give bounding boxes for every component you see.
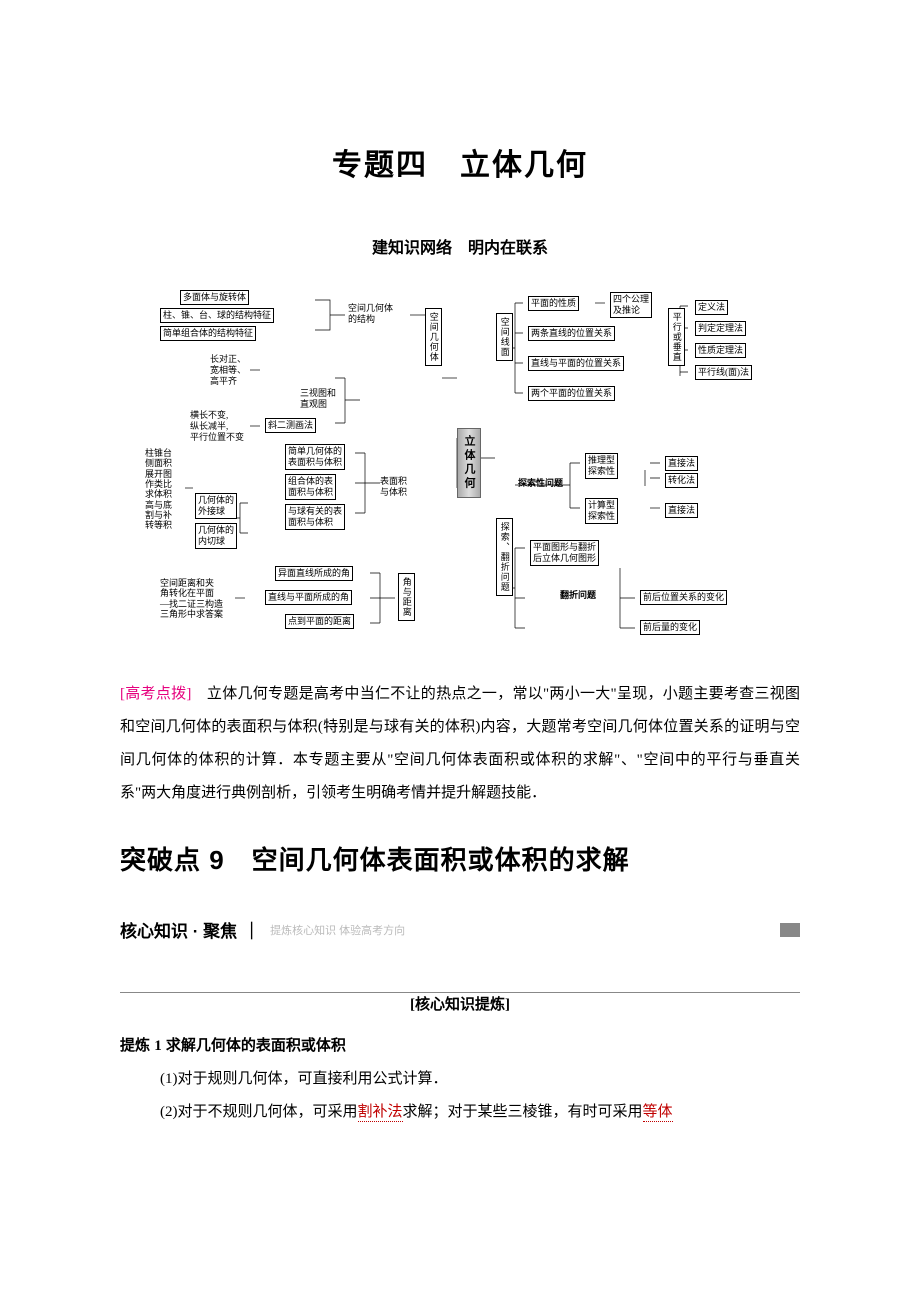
diagram-header: 三视图和直观图 xyxy=(300,388,336,410)
refine-p2: (2)对于不规则几何体，可采用割补法求解；对于某些三棱锥，有时可采用等体 xyxy=(160,1096,800,1129)
diagram-box: 判定定理法 xyxy=(695,321,746,336)
diagram-box: 直接法 xyxy=(665,503,698,518)
section-bar: 核心知识 · 聚焦 ｜ 提炼核心知识 体验高考方向 xyxy=(120,917,800,993)
section-bar-sep: ｜ xyxy=(243,917,260,942)
knowledge-diagram: 多面体与旋转体 柱、锥、台、球的结构特征 简单组合体的结构特征 空间几何体的结构… xyxy=(120,288,800,658)
diagram-box: 平面图形与翻折后立体几何图形 xyxy=(530,540,599,566)
analysis-text: 立体几何专题是高考中当仁不让的热点之一，常以"两小一大"呈现，小题主要考查三视图… xyxy=(120,686,800,801)
refine-item-title: 提炼 1 求解几何体的表面积或体积 xyxy=(120,1034,800,1055)
diagram-header: 探索性问题 xyxy=(518,478,563,489)
diagram-vlabel: 探索、翻折问题 xyxy=(496,518,513,596)
subtitle: 建知识网络 明内在联系 xyxy=(120,234,800,258)
diagram-box: 直线与平面的位置关系 xyxy=(528,356,624,371)
refine-p1: (1)对于规则几何体，可直接利用公式计算． xyxy=(160,1063,800,1096)
underline-term: 割补法 xyxy=(358,1104,403,1120)
diagram-box: 转化法 xyxy=(665,473,698,488)
diagram-box: 多面体与旋转体 xyxy=(180,290,249,305)
diagram-box: 四个公理及推论 xyxy=(610,292,652,318)
underline-term: 等体 xyxy=(643,1104,673,1120)
diagram-box: 计算型探索性 xyxy=(585,498,618,524)
diagram-note: 长对正、宽相等、高平齐 xyxy=(210,354,246,386)
main-title: 专题四 立体几何 xyxy=(120,140,800,184)
diagram-note: 柱锥台侧面积展开图作类比求体积高与底割与补转等积 xyxy=(145,448,172,531)
diagram-box: 前后量的变化 xyxy=(640,620,700,635)
diagram-box: 简单几何体的表面积与体积 xyxy=(285,444,345,470)
diagram-header: 空间几何体的结构 xyxy=(348,303,393,325)
diagram-vlabel: 空间几何体 xyxy=(425,308,442,366)
diagram-box: 定义法 xyxy=(695,300,728,315)
diagram-box: 斜二测画法 xyxy=(265,418,316,433)
diagram-box: 直接法 xyxy=(665,456,698,471)
diagram-header: 表面积与体积 xyxy=(380,476,407,498)
diagram-box: 前后位置关系的变化 xyxy=(640,590,727,605)
diagram-box: 直线与平面所成的角 xyxy=(265,590,352,605)
analysis-label: [高考点拨] xyxy=(120,686,191,702)
analysis-paragraph: [高考点拨] 立体几何专题是高考中当仁不让的热点之一，常以"两小一大"呈现，小题… xyxy=(120,678,800,810)
diagram-note: 空间距离和夹角转化在平面—找二证三构造三角形中求答案 xyxy=(160,578,223,619)
refine-body: (1)对于规则几何体，可直接利用公式计算． (2)对于不规则几何体，可采用割补法… xyxy=(120,1063,800,1129)
diagram-header: 翻折问题 xyxy=(560,590,596,601)
diagram-center: 立体几何 xyxy=(457,428,481,498)
diagram-box: 柱、锥、台、球的结构特征 xyxy=(160,308,274,323)
knowledge-refine-header: [核心知识提炼] xyxy=(120,993,800,1014)
section-bar-tail-icon xyxy=(780,923,800,937)
diagram-box: 推理型探索性 xyxy=(585,453,618,479)
diagram-box: 几何体的外接球 xyxy=(195,493,237,519)
diagram-box: 简单组合体的结构特征 xyxy=(160,326,256,341)
breakthrough-title: 突破点 9 空间几何体表面积或体积的求解 xyxy=(120,840,800,877)
diagram-note: 横长不变,纵长减半,平行位置不变 xyxy=(190,410,244,442)
diagram-box: 两个平面的位置关系 xyxy=(528,386,615,401)
diagram-box: 平面的性质 xyxy=(528,296,579,311)
diagram-box: 两条直线的位置关系 xyxy=(528,326,615,341)
section-bar-label: 核心知识 · 聚焦 xyxy=(120,917,237,942)
diagram-box: 点到平面的距离 xyxy=(285,614,354,629)
diagram-box: 异面直线所成的角 xyxy=(275,566,353,581)
diagram-box: 几何体的内切球 xyxy=(195,523,237,549)
diagram-box: 性质定理法 xyxy=(695,343,746,358)
diagram-box: 与球有关的表面积与体积 xyxy=(285,504,345,530)
diagram-vlabel: 角与距离 xyxy=(398,573,415,621)
section-bar-sub: 提炼核心知识 体验高考方向 xyxy=(266,922,780,938)
diagram-vlabel: 平行或垂直 xyxy=(668,308,685,366)
diagram-vlabel: 空间线面 xyxy=(496,313,513,361)
diagram-box: 平行线(面)法 xyxy=(695,365,752,380)
diagram-box: 组合体的表面积与体积 xyxy=(285,474,336,500)
